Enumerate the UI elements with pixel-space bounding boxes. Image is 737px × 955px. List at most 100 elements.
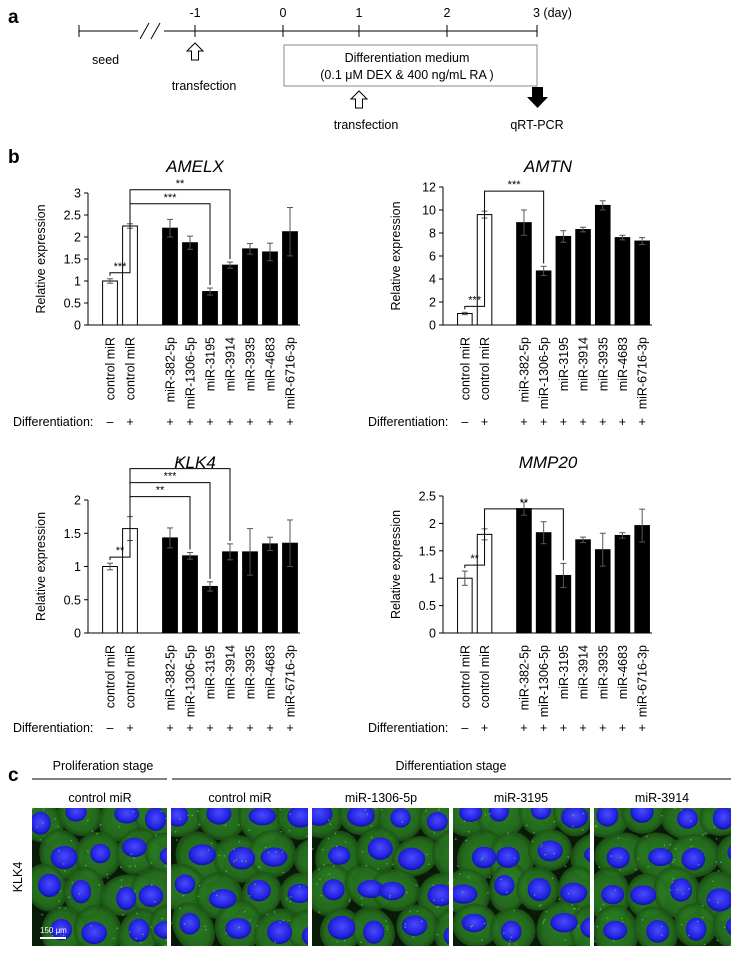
differentiation-sign: + [226, 415, 233, 429]
fluorescent-speck [344, 841, 347, 843]
fluorescent-speck [318, 911, 321, 913]
cell-nucleus [248, 808, 276, 826]
fluorescent-speck [595, 824, 598, 827]
fluorescent-speck [165, 938, 167, 941]
cell-nucleus [726, 918, 731, 936]
fluorescent-speck [458, 873, 461, 875]
panel-a: a -1 0 1 2 3 (day) seed transfection Dif… [8, 6, 572, 132]
significance-label: ** [470, 553, 479, 565]
fluorescent-speck [598, 866, 601, 869]
x-tick-label: control miR [458, 337, 472, 400]
significance-bracket [109, 513, 131, 561]
micrograph-image [594, 808, 731, 946]
fluorescent-speck [680, 809, 682, 812]
cell-nucleus [443, 926, 449, 945]
x-tick-label: control miR [478, 645, 492, 708]
timeline-tick-label: 3 (day) [533, 6, 572, 20]
fluorescent-speck [213, 890, 216, 892]
cell-nucleus [260, 847, 288, 867]
fluorescent-speck [594, 825, 597, 828]
fluorescent-speck [327, 819, 330, 822]
fluorescent-speck [320, 894, 322, 897]
bar [575, 229, 591, 326]
fluorescent-speck [581, 829, 584, 831]
fluorescent-speck [433, 899, 435, 902]
cell-nucleus [116, 886, 137, 911]
cell-cytoplasm [569, 905, 590, 946]
x-tick-label: miR-6716-3p [636, 645, 650, 717]
bar [182, 555, 198, 634]
fluorescent-speck [621, 920, 624, 923]
fluorescent-speck [273, 911, 276, 913]
fluorescent-speck [348, 900, 351, 903]
cell-nucleus [322, 879, 345, 901]
cell-nucleus [677, 808, 699, 829]
panel-c-label: c [8, 765, 19, 786]
cell-nucleus [159, 847, 167, 865]
fluorescent-speck [572, 814, 574, 816]
chart-title: KLK4 [174, 453, 216, 472]
up-arrow-icon [185, 42, 205, 61]
fluorescent-speck [298, 885, 301, 888]
fluorescent-speck [621, 917, 623, 920]
fluorescent-speck [182, 894, 185, 897]
fluorescent-speck [719, 861, 722, 864]
significance-label: ** [176, 178, 185, 190]
fluorescent-speck [447, 881, 449, 884]
fluorescent-speck [142, 933, 144, 936]
fluorescent-speck [377, 868, 379, 870]
fluorescent-speck [204, 928, 207, 931]
fluorescent-speck [150, 926, 153, 928]
fluorescent-speck [532, 840, 534, 843]
fluorescent-speck [218, 854, 221, 857]
fluorescent-speck [288, 919, 291, 922]
fluorescent-speck [507, 832, 509, 834]
fluorescent-speck [712, 880, 714, 883]
fluorescent-speck [155, 834, 157, 837]
fluorescent-speck [133, 857, 136, 859]
x-tick-label: miR-382-5p [164, 645, 178, 710]
fluorescent-speck [483, 922, 486, 925]
cell-nucleus [50, 845, 78, 870]
differentiation-sign: + [638, 721, 645, 735]
cell-nucleus [287, 808, 308, 828]
cell-nucleus [603, 920, 628, 941]
fluorescent-speck [669, 889, 672, 891]
fluorescent-speck [513, 857, 516, 859]
y-axis-label: Relative expression [389, 201, 403, 310]
fluorescent-speck [329, 823, 332, 825]
y-tick-label: 2 [74, 494, 81, 508]
fluorescent-speck [332, 865, 335, 867]
image-label: control miR [68, 791, 131, 805]
fluorescent-speck [165, 865, 167, 868]
cell-nucleus [584, 847, 590, 863]
fluorescent-speck [412, 936, 415, 939]
cell-cytoplasm [144, 832, 167, 880]
fluorescent-speck [510, 936, 513, 939]
differentiation-sign: + [286, 721, 293, 735]
differentiation-sign: + [579, 721, 586, 735]
cell-nucleus [114, 808, 140, 824]
fluorescent-speck [456, 865, 459, 867]
fluorescent-speck [509, 940, 511, 942]
proliferation-stage-label: Proliferation stage [53, 759, 154, 773]
fluorescent-speck [467, 830, 470, 833]
x-tick-label: miR-382-5p [517, 645, 531, 710]
fluorescent-speck [370, 825, 373, 827]
cell-nucleus [537, 840, 563, 862]
bar [516, 508, 532, 634]
differentiation-sign: + [206, 721, 213, 735]
fluorescent-speck [39, 838, 42, 841]
cell-cytoplasm [432, 829, 449, 881]
cell-nucleus [71, 879, 92, 904]
cell-nucleus [312, 808, 333, 826]
fluorescent-speck [634, 868, 637, 871]
cell-nucleus [681, 847, 706, 871]
fluorescent-speck [669, 843, 672, 846]
fluorescent-speck [717, 869, 720, 872]
fluorescent-speck [106, 873, 108, 876]
fluorescent-speck [470, 925, 473, 928]
differentiation-sign: + [599, 415, 606, 429]
fluorescent-speck [279, 921, 281, 924]
transfection-label-1: transfection [172, 79, 237, 93]
